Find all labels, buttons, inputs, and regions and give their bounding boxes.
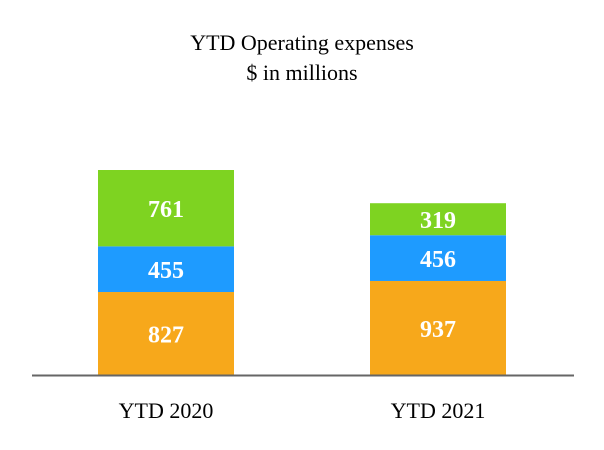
bar-segment — [370, 203, 506, 236]
x-tick-label: YTD 2021 — [391, 398, 486, 423]
data-label: 761 — [148, 197, 184, 223]
bar-segment — [98, 246, 234, 293]
data-label: 319 — [420, 208, 456, 234]
data-label: 455 — [148, 258, 184, 284]
bar-segment — [98, 292, 234, 375]
chart-title: YTD Operating expenses — [190, 30, 414, 55]
chart-subtitle: $ in millions — [246, 60, 358, 85]
data-label: 456 — [420, 247, 456, 273]
data-label: 937 — [420, 317, 456, 343]
x-tick-label: YTD 2020 — [119, 398, 214, 423]
bar-segment — [370, 235, 506, 281]
bar-segment — [98, 170, 234, 247]
data-label: 827 — [148, 323, 184, 349]
bar-segment — [370, 280, 506, 375]
